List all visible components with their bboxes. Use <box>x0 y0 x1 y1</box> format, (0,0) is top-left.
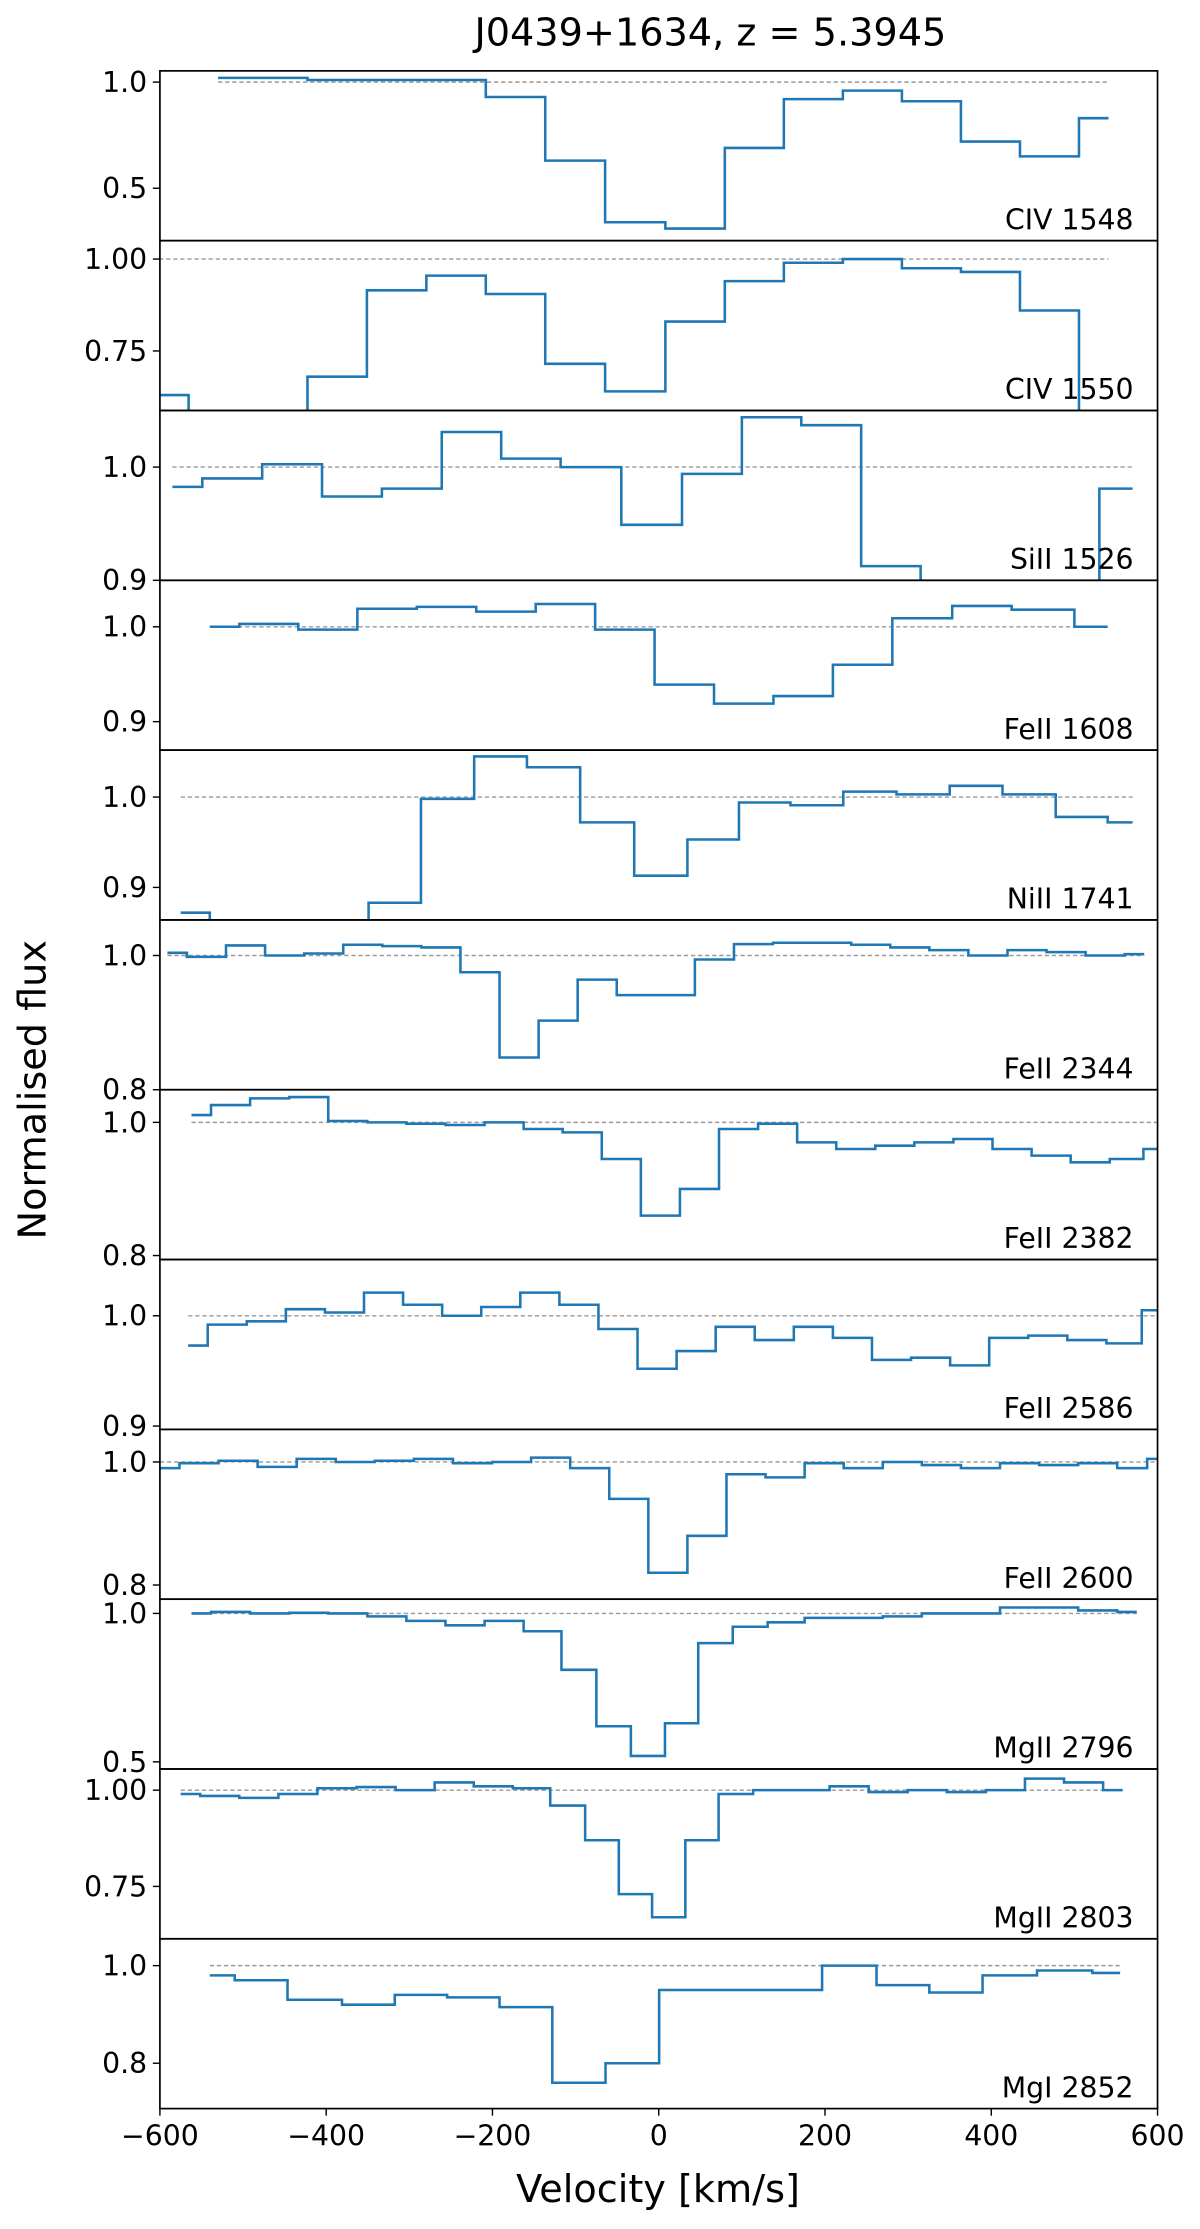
chart-title: J0439+1634, z = 5.3945 <box>472 11 946 55</box>
flux-step <box>180 755 1133 920</box>
panel: 0.9 1.0 NiII 1741 <box>102 749 1159 921</box>
panel: 0.5 1.0 MgII 2796 <box>102 1597 1159 1779</box>
line-label: CIV 1548 <box>1005 203 1133 236</box>
line-label: FeII 1608 <box>1004 713 1134 746</box>
y-tick-label: 1.0 <box>102 451 147 484</box>
flux-step <box>180 1777 1123 1919</box>
panel: 0.8 1.0 FeII 2600 <box>102 1428 1159 1602</box>
panel: 0.8 1.0 MgI 2852 <box>102 1937 1159 2110</box>
panel: 0.8 1.0 FeII 2344 <box>102 919 1159 1107</box>
x-tick-label: 400 <box>964 2119 1018 2152</box>
flux-step <box>191 1095 1158 1217</box>
flux-step <box>159 1456 1158 1574</box>
line-label: SiII 1526 <box>1010 543 1134 576</box>
line-label: FeII 2586 <box>1004 1392 1134 1425</box>
panel: 0.9 1.0 FeII 1608 <box>102 579 1159 751</box>
flux-step <box>218 76 1109 230</box>
y-tick-label: 0.8 <box>102 1074 147 1107</box>
line-label: NiII 1741 <box>1007 883 1134 916</box>
panel: 0.9 1.0 SiII 1526 <box>102 409 1159 597</box>
x-tick-label: 0 <box>650 2119 668 2152</box>
y-tick-label: 1.0 <box>102 1446 147 1479</box>
y-tick-label: 1.0 <box>102 939 147 972</box>
y-tick-label: 0.8 <box>102 2047 147 2080</box>
panel: 0.75 1.00 MgII 2803 <box>84 1768 1159 1940</box>
y-tick-label: 0.8 <box>102 1569 147 1602</box>
line-label: MgII 2796 <box>993 1732 1133 1765</box>
x-tick-label: −200 <box>454 2119 532 2152</box>
x-tick-label: 600 <box>1131 2119 1185 2152</box>
y-tick-label: 0.8 <box>102 1239 147 1272</box>
flux-step <box>159 257 1081 411</box>
line-label: FeII 2600 <box>1004 1562 1134 1595</box>
y-tick-label: 0.75 <box>84 1870 147 1903</box>
flux-step <box>209 602 1108 705</box>
y-tick-label: 0.9 <box>102 871 147 904</box>
y-tick-label: 1.0 <box>102 1106 147 1139</box>
flux-step <box>167 941 1145 1059</box>
y-tick-label: 0.9 <box>102 706 147 739</box>
line-label: FeII 2382 <box>1004 1222 1134 1255</box>
y-tick-label: 0.9 <box>102 1410 147 1443</box>
panel: 0.75 1.00 CIV 1550 <box>84 239 1159 412</box>
flux-step <box>209 1964 1121 2085</box>
y-tick-label: 1.0 <box>102 1597 147 1630</box>
y-axis-label: Normalised flux <box>11 940 55 1239</box>
y-tick-label: 0.5 <box>102 1746 147 1779</box>
x-tick-label: −400 <box>287 2119 365 2152</box>
y-tick-label: 1.0 <box>102 1950 147 1983</box>
y-tick-label: 1.0 <box>102 611 147 644</box>
y-tick-label: 1.00 <box>84 243 147 276</box>
x-tick-label: −600 <box>121 2119 199 2152</box>
line-label: MgI 2852 <box>1002 2071 1134 2104</box>
line-label: CIV 1550 <box>1005 373 1133 406</box>
flux-step <box>172 416 1133 581</box>
y-tick-label: 0.9 <box>102 564 147 597</box>
y-tick-label: 0.75 <box>84 335 147 368</box>
panel: 0.9 1.0 FeII 2586 <box>102 1258 1159 1443</box>
y-tick-label: 1.0 <box>102 1300 147 1333</box>
x-tick-label: 200 <box>798 2119 852 2152</box>
panel: 0.8 1.0 FeII 2382 <box>102 1088 1159 1272</box>
panel: 0.5 1.0 CIV 1548 <box>102 66 1159 242</box>
line-label: MgII 2803 <box>993 1901 1133 1934</box>
line-label: FeII 2344 <box>1004 1052 1134 1085</box>
y-tick-label: 0.5 <box>102 172 147 205</box>
flux-step <box>191 1606 1137 1758</box>
panel-frame <box>159 409 1159 582</box>
y-tick-label: 1.0 <box>102 781 147 814</box>
y-tick-label: 1.0 <box>102 66 147 99</box>
y-tick-label: 1.00 <box>84 1774 147 1807</box>
x-axis-label: Velocity [km/s] <box>516 2168 800 2212</box>
flux-step <box>188 1291 1158 1370</box>
